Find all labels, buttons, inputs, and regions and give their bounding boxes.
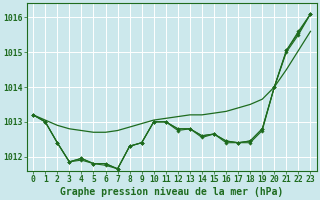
X-axis label: Graphe pression niveau de la mer (hPa): Graphe pression niveau de la mer (hPa) xyxy=(60,186,284,197)
